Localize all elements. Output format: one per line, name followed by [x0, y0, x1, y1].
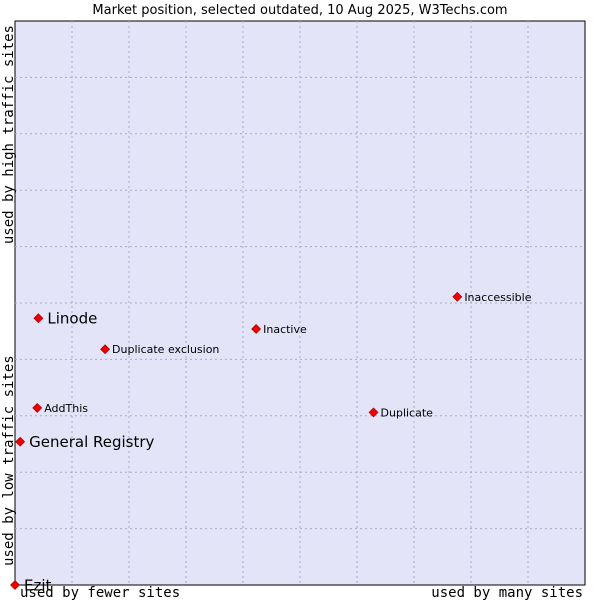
data-point-label: Inactive: [263, 323, 307, 336]
data-point-label: Inaccessible: [464, 291, 531, 304]
data-point-label: Duplicate exclusion: [112, 343, 219, 356]
data-point-marker: [251, 324, 262, 334]
data-point-marker: [32, 402, 43, 413]
data-point-label: Duplicate: [381, 406, 434, 419]
y-axis-label-low: used by low traffic sites: [1, 355, 17, 566]
data-point-marker: [10, 580, 20, 590]
chart-title: Market position, selected outdated, 10 A…: [92, 3, 507, 18]
y-axis-label-high: used by high traffic sites: [1, 25, 17, 244]
data-point-label: Linode: [47, 310, 97, 328]
data-points: Inaccessible Linode Inactive Duplicate excl…: [10, 291, 532, 595]
data-point-marker: [452, 291, 463, 302]
data-point-label: General Registry: [29, 433, 154, 451]
data-point-label: Ezit: [24, 577, 52, 595]
x-axis-label-high: used by many sites: [431, 585, 583, 600]
data-point-label: AddThis: [44, 402, 88, 415]
data-point-marker: [368, 407, 379, 418]
data-point-marker: [100, 344, 110, 355]
data-point-marker: [15, 436, 26, 447]
grid-lines: [15, 21, 585, 585]
x-axis-label-low: used by fewer sites: [20, 585, 180, 600]
data-point-marker: [33, 313, 44, 324]
